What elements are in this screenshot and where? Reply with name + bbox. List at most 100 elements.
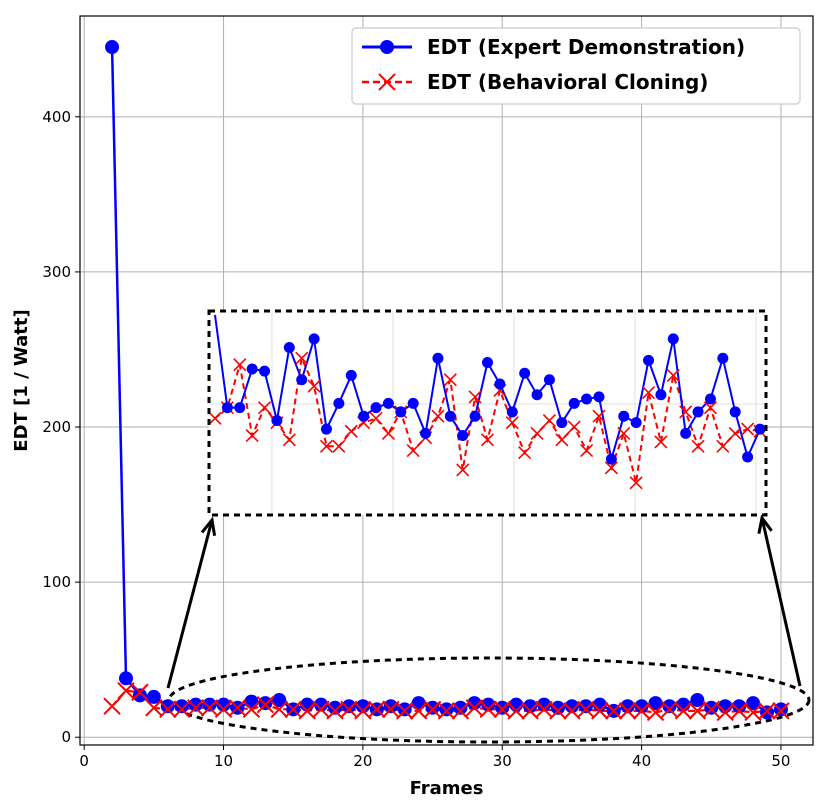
cloning-point	[674, 702, 693, 720]
cloning-point	[605, 702, 623, 720]
inset-expert-point	[370, 402, 382, 414]
x-tick-label: 50	[771, 752, 790, 770]
inset-cloning-point	[456, 463, 470, 477]
legend[interactable]: EDT (Expert Demonstration) EDT (Behavior…	[351, 27, 801, 105]
inset-expert-point	[581, 393, 593, 405]
inset-cloning-point	[728, 426, 742, 440]
inset-expert-point	[320, 423, 332, 435]
cloning-point	[354, 702, 372, 720]
cloning-point	[632, 702, 651, 720]
zoom-annotation	[166, 514, 811, 744]
expert-point	[732, 699, 747, 714]
expert-point	[202, 697, 217, 712]
cloning-point	[368, 700, 386, 719]
inset-cloning-point	[641, 386, 656, 400]
inset-expert-point	[457, 430, 469, 442]
y-tick-label: 0	[61, 728, 71, 746]
cloning-point	[256, 695, 275, 714]
cloning-point	[493, 700, 511, 719]
cloning-point	[270, 700, 288, 719]
legend-expert-marker	[380, 40, 394, 54]
legend-cloning-label: EDT (Behavioral Cloning)	[427, 70, 708, 94]
y-tick-label: 200	[42, 418, 71, 436]
x-tick-label: 0	[79, 752, 89, 770]
inset-expert-point	[655, 389, 667, 401]
y-tick-label: 100	[42, 573, 71, 591]
inset-cloning-point	[307, 379, 321, 393]
inset-cloning-point	[431, 409, 445, 423]
inset-expert-point	[482, 357, 493, 369]
inset-cloning-point	[679, 405, 693, 419]
expert-point	[146, 689, 161, 704]
cloning-point	[549, 702, 567, 720]
inset-expert-point	[680, 427, 692, 439]
cloning-point	[173, 700, 191, 719]
inset-cloning-point	[381, 426, 395, 440]
inset-cloning-point	[344, 424, 358, 438]
inset-cloning-point	[295, 351, 309, 365]
cloning-point	[660, 700, 679, 719]
inset-cloning-point	[233, 358, 247, 372]
cloning-point	[326, 702, 344, 720]
expert-point	[272, 693, 287, 708]
inset-expert-point	[630, 417, 642, 429]
cloning-point	[423, 700, 442, 719]
plot-frame	[79, 15, 814, 746]
inset-expert-point	[221, 402, 233, 414]
cloning-point	[507, 702, 525, 720]
expert-point	[704, 700, 719, 715]
cloning-point	[744, 703, 762, 722]
inset-expert-point	[296, 374, 308, 386]
expert-point	[746, 696, 761, 711]
inset-cloning-point	[319, 439, 334, 453]
cloning-point	[577, 700, 595, 719]
cloning-point	[563, 702, 581, 720]
zoom-ellipse	[167, 656, 811, 744]
inset-cloning-point	[480, 433, 495, 447]
inset-expert-point	[494, 378, 506, 390]
inset-expert-point	[444, 410, 456, 422]
inset-expert-point	[271, 415, 283, 427]
expert-point	[160, 699, 175, 714]
cloning-point	[465, 699, 484, 717]
expert-point	[760, 705, 775, 720]
expert-point	[773, 702, 788, 717]
expert-point	[578, 699, 593, 714]
inset-cloning-point	[468, 390, 482, 404]
cloning-point	[479, 700, 498, 719]
expert-point	[690, 693, 705, 708]
inset-zoom	[207, 309, 768, 517]
expert-point	[564, 699, 579, 714]
inset-cloning-point	[580, 444, 594, 458]
cloning-point	[103, 697, 121, 715]
expert-point	[105, 40, 120, 55]
expert-point	[467, 696, 482, 711]
inset-cloning-point	[691, 439, 705, 453]
inset-expert-point	[531, 389, 543, 401]
x-tick-label: 40	[632, 752, 651, 770]
cloning-point	[186, 699, 205, 717]
expert-point	[314, 697, 329, 712]
expert-point	[174, 699, 189, 714]
inset-expert-point	[605, 453, 617, 465]
cloning-point	[312, 700, 330, 719]
x-axis-title: Frames	[410, 778, 484, 799]
cloning-point	[646, 703, 665, 722]
cloning-point	[284, 700, 302, 719]
zoom-arrow-right	[760, 517, 802, 687]
inset-cloning-point	[654, 435, 668, 449]
cloning-point	[730, 702, 748, 720]
inset-expert-point	[345, 369, 357, 381]
expert-point	[216, 697, 231, 712]
expert-point	[397, 702, 412, 717]
cloning-point	[242, 700, 261, 719]
inset-expert-point	[259, 365, 271, 377]
inset-cloning-point	[604, 461, 618, 475]
axes: 0 10 20 30 40 50 0 100 200 300 400 Frames EDT [1 / W…	[11, 15, 814, 799]
inset-expert-point	[556, 417, 568, 429]
expert-point	[662, 699, 677, 714]
inset-expert-point	[469, 410, 481, 422]
inset-cloning-point	[518, 446, 532, 460]
inset-cloning-point	[666, 368, 680, 382]
